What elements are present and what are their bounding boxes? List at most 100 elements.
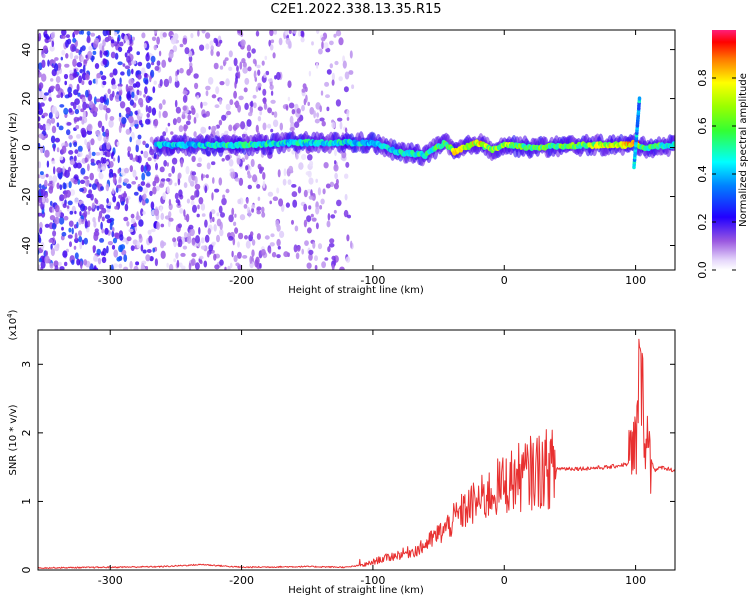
y-tick-label: 0 (20, 144, 33, 151)
spectrogram-cell (243, 87, 248, 93)
spectrogram-cell (257, 106, 263, 111)
spectrogram-cell (209, 211, 213, 220)
spectrogram-cell (131, 131, 135, 140)
spectrogram-cell (38, 32, 42, 41)
spectrogram-cell (265, 70, 270, 76)
spectrogram-cell (317, 243, 323, 250)
spectrogram-cell (50, 78, 54, 82)
spectrogram-cell (300, 30, 304, 37)
spectrogram-cell (68, 108, 73, 113)
spectrogram-cell (76, 258, 81, 266)
spectrogram-cell (182, 111, 186, 116)
spectrogram-cell (294, 225, 299, 232)
spectrogram-cell (346, 116, 350, 121)
spectrogram-cell (53, 166, 56, 175)
snr-multiplier-exp: 4 (6, 313, 14, 318)
spectrogram-cell (207, 228, 211, 235)
spectrogram-cell (69, 189, 76, 196)
spectrogram-cell (79, 211, 82, 217)
spectrogram-cell (69, 75, 74, 81)
x-tick-label: -100 (360, 574, 385, 587)
spectrogram-cell (200, 101, 203, 109)
spectrogram-cell (244, 102, 249, 110)
spectrogram-cell (100, 156, 105, 164)
spectrogram-cell (50, 135, 56, 144)
spectrogram-cell (339, 266, 345, 270)
spectrogram-cell (312, 241, 316, 249)
spectrogram-cell (234, 80, 237, 89)
spectrogram-cell (44, 179, 48, 188)
spectrogram-cell (91, 55, 94, 63)
spectrogram-cell (110, 264, 114, 270)
spectrogram-cell (56, 94, 61, 98)
spectrogram-cell (107, 88, 111, 95)
spectrogram-cell (81, 96, 86, 104)
spectrogram-cell (79, 179, 86, 184)
spectrogram-cell (233, 57, 238, 67)
spectrogram-cell (42, 196, 45, 205)
spectrogram-cell (338, 37, 344, 46)
spectrogram-cell (114, 94, 121, 103)
spectrogram-cell (269, 30, 274, 37)
spectrogram-cell (93, 96, 97, 105)
spectrogram-cell (162, 110, 168, 118)
spectrogram-cell (68, 220, 74, 227)
spectrogram-cell (97, 257, 102, 265)
spectrogram-frame (37, 29, 676, 271)
spectrogram-cell (101, 45, 105, 54)
spectrogram-cell (57, 62, 62, 69)
x-tick-label: 0 (501, 274, 508, 287)
spectrogram-cell (210, 209, 216, 215)
spectrogram-cell (153, 80, 157, 85)
spectrogram-cell (80, 260, 83, 270)
spectrogram-cell (311, 41, 314, 46)
spectrogram-cell (316, 30, 320, 34)
spectrogram-cell (136, 240, 140, 249)
spectrogram-cell (101, 125, 105, 133)
spectrogram-cell (347, 214, 351, 219)
spectrogram-cell (188, 175, 192, 184)
spectrogram-cell (238, 232, 244, 240)
spectrogram-cell (171, 157, 178, 165)
spectrogram-cell (78, 217, 82, 225)
spectrogram-cell (61, 30, 67, 36)
spectrogram-cell (234, 213, 237, 218)
snr-multiplier: (x104) (6, 309, 19, 340)
spectrogram-cell (126, 93, 132, 101)
snr-multiplier-close: ) (8, 309, 19, 313)
spectrogram-cell (308, 249, 314, 255)
spectrogram-cell (296, 108, 301, 114)
spectrogram-cell (343, 86, 349, 93)
spectrogram-cell (228, 236, 234, 241)
spectrogram-cell (159, 166, 165, 173)
spectrogram-cell (228, 50, 233, 58)
spectrogram-cell (188, 65, 193, 74)
spectrogram-cell (186, 198, 190, 204)
spectrogram-cell (214, 104, 220, 109)
spectrogram-cell (212, 177, 215, 184)
spectrogram-cell (91, 151, 96, 157)
spectrogram-cell (195, 235, 200, 244)
spectrogram-cell (255, 124, 259, 133)
colorbar-label: Normalized spectral amplitude (738, 73, 749, 227)
spectrogram-cell (205, 32, 211, 39)
spectrogram-cell (211, 192, 214, 201)
spectrogram-cell (60, 92, 64, 99)
spectrogram-cell (102, 30, 108, 37)
spectrogram-cell (239, 214, 246, 221)
spectrogram-cell (166, 262, 169, 268)
spectrogram-cell (80, 46, 83, 53)
spectrogram-cell (166, 162, 169, 167)
spectrogram-cell (100, 221, 103, 230)
spectrogram-cell (45, 173, 49, 178)
spectrogram-cell (308, 205, 312, 210)
spectrogram-cell (123, 216, 129, 222)
spectrogram-cell (208, 244, 214, 252)
spectrogram-cell (112, 188, 115, 195)
x-tick-label: -100 (360, 274, 385, 287)
spectrogram-cell (168, 263, 174, 270)
y-tick-label: 20 (20, 92, 33, 106)
spectrogram-cell (145, 254, 151, 262)
spectrogram-cell (58, 125, 64, 131)
spectrogram-cell (322, 188, 326, 195)
